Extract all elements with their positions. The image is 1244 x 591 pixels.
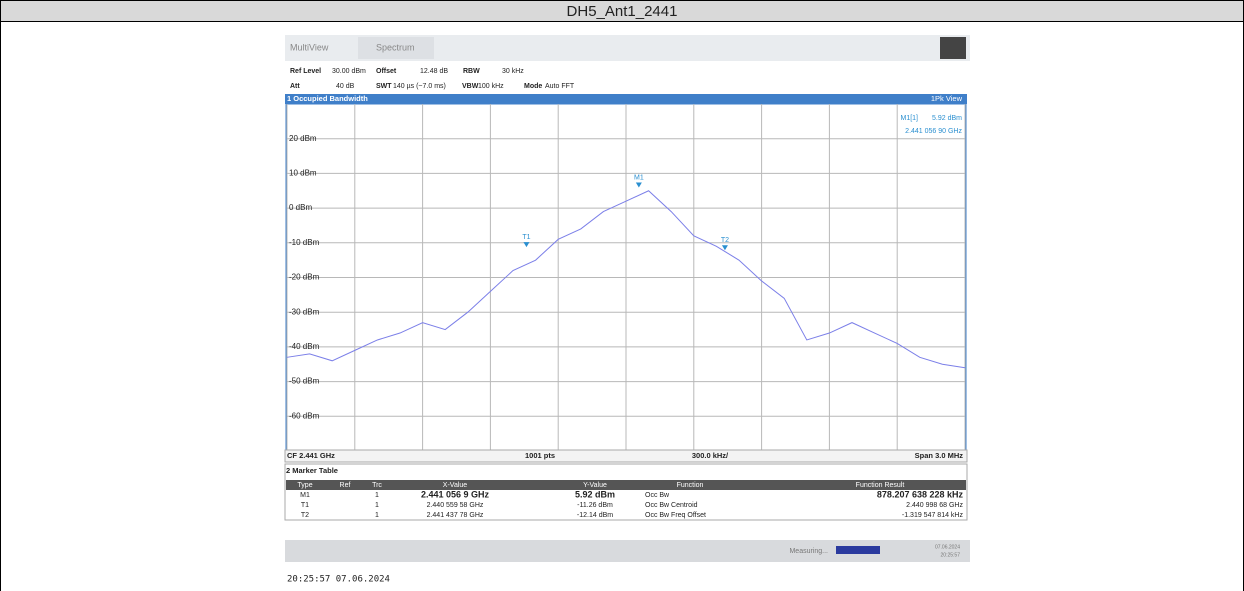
column-header: Function (677, 482, 704, 489)
table-cell: Occ Bw Freq Offset (645, 512, 706, 519)
tab-label[interactable]: Spectrum (376, 42, 415, 52)
column-header: Ref (340, 482, 351, 489)
table-cell: T1 (301, 502, 309, 509)
y-tick-label: -60 dBm (289, 411, 320, 420)
footer-label: Span 3.0 MHz (915, 451, 964, 460)
window-title: 1 Occupied Bandwidth (287, 94, 368, 103)
status-bar (285, 540, 970, 562)
setting: Mode (524, 83, 542, 90)
footer-label: CF 2.441 GHz (287, 451, 335, 460)
status-date: 07.06.2024 (935, 544, 960, 550)
marker-readout: 2.441 056 90 GHz (905, 128, 962, 135)
y-tick-label: -40 dBm (289, 342, 320, 351)
column-header: Y-Value (583, 482, 607, 489)
y-tick-label: -10 dBm (289, 238, 320, 247)
status-time: 20:25:57 (941, 552, 961, 558)
table-cell: Occ Bw (645, 492, 670, 499)
y-tick-label: -30 dBm (289, 307, 320, 316)
setting: SWT (376, 83, 392, 90)
table-cell: 2.441 056 9 GHz (421, 489, 490, 499)
tab-label[interactable]: MultiView (290, 42, 329, 52)
marker-readout: 5.92 dBm (932, 115, 962, 122)
setting: 40 dB (336, 83, 355, 90)
marker-label: T2 (721, 237, 729, 244)
table-cell: -11.26 dBm (577, 502, 613, 509)
marker (523, 242, 530, 248)
y-tick-label: -20 dBm (289, 273, 320, 282)
tab[interactable] (358, 37, 434, 59)
setting: Att (290, 83, 300, 90)
marker-table-header (286, 480, 966, 490)
table-cell: Occ Bw Centroid (645, 502, 698, 509)
footer-label: 1001 pts (525, 451, 555, 460)
column-header: X-Value (443, 482, 467, 489)
marker-table-title: 2 Marker Table (286, 466, 338, 475)
grid (286, 104, 966, 451)
y-tick-label: -50 dBm (289, 377, 320, 386)
progress-bar (836, 546, 880, 554)
table-cell: 1 (375, 512, 379, 519)
footer-label: 300.0 kHz/ (692, 451, 729, 460)
table-cell: 878.207 638 228 kHz (877, 489, 964, 499)
table-cell: -12.14 dBm (577, 512, 613, 519)
setting: Offset (376, 68, 397, 75)
setting: 30 kHz (502, 68, 524, 75)
status-text: Measuring... (789, 548, 828, 555)
setting: Auto FFT (545, 83, 575, 90)
table-cell: 2.440 998 68 GHz (906, 502, 963, 509)
setting: 12.48 dB (420, 68, 448, 75)
y-tick-label: 0 dBm (289, 203, 312, 212)
column-header: Type (297, 482, 312, 489)
trace (286, 190, 966, 369)
marker-label: M1 (634, 174, 644, 181)
setting: VBW (462, 83, 479, 90)
header-title: DH5_Ant1_2441 (567, 3, 678, 20)
setting: 30.00 dBm (332, 68, 366, 75)
view-label: 1Pk View (931, 94, 963, 103)
setting: 100 kHz (478, 83, 504, 90)
marker-readout: M1[1] (900, 115, 918, 122)
table-cell: M1 (300, 492, 310, 499)
table-cell: 2.441 437 78 GHz (427, 512, 484, 519)
window-title-bar (285, 94, 967, 104)
marker (721, 245, 728, 251)
table-cell: 2.440 559 58 GHz (427, 502, 484, 509)
table-cell: 1 (375, 502, 379, 509)
y-tick-label: 20 dBm (289, 134, 317, 143)
column-header: Trc (372, 482, 382, 489)
table-cell: 5.92 dBm (575, 489, 615, 499)
setting: 140 µs (~7.0 ms) (393, 83, 446, 90)
y-tick-label: 10 dBm (289, 169, 317, 178)
marker-table (284, 463, 968, 521)
setting: Ref Level (290, 68, 321, 75)
setting: RBW (463, 68, 480, 75)
timestamp: 20:25:57 07.06.2024 (287, 575, 390, 585)
table-cell: T2 (301, 512, 309, 519)
menu-button[interactable] (940, 37, 966, 59)
table-cell: 1 (375, 492, 379, 499)
footer-bar (284, 449, 968, 463)
table-cell: -1.319 547 814 kHz (902, 512, 964, 519)
column-header: Function Result (856, 482, 905, 489)
marker (635, 182, 642, 188)
marker-label: T1 (522, 234, 530, 241)
